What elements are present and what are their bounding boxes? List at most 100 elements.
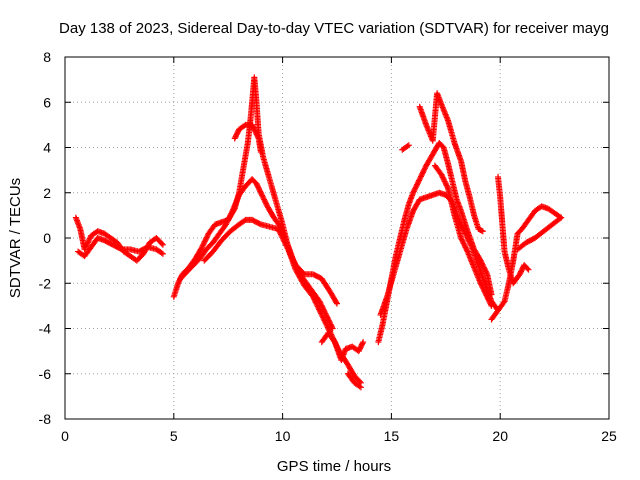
data-point (439, 173, 446, 180)
data-point (464, 235, 471, 242)
data-point (478, 282, 485, 289)
data-point (479, 284, 486, 291)
data-point (327, 320, 334, 327)
data-point (404, 143, 411, 150)
data-point (279, 234, 286, 241)
data-point (441, 178, 448, 185)
data-point (158, 249, 165, 256)
data-point (333, 299, 340, 306)
data-point (482, 268, 489, 275)
data-point (198, 245, 205, 252)
data-point (329, 325, 336, 332)
data-point (317, 299, 324, 306)
data-point (556, 215, 563, 222)
data-point (325, 317, 332, 324)
data-point (359, 340, 366, 347)
data-point (321, 307, 328, 314)
data-point (251, 127, 258, 134)
data-point (316, 298, 323, 305)
data-point (463, 245, 470, 252)
data-point (442, 179, 449, 186)
data-point (201, 239, 208, 246)
data-point (226, 214, 233, 221)
data-point (287, 251, 294, 258)
data-point (422, 163, 429, 170)
data-point (483, 269, 490, 276)
data-point (277, 231, 284, 238)
data-point (413, 182, 420, 189)
data-point (479, 228, 486, 235)
data-point (414, 180, 421, 187)
data-point (286, 249, 293, 256)
data-point (285, 248, 292, 255)
data-point (463, 233, 470, 240)
data-point (558, 214, 565, 221)
data-point (223, 220, 230, 227)
data-point (227, 211, 234, 218)
data-point (283, 244, 290, 251)
data-point (117, 245, 124, 252)
data-point (328, 322, 335, 329)
y-tick-label: 8 (43, 49, 51, 65)
data-point (459, 237, 466, 244)
data-point (275, 227, 282, 234)
data-point (251, 125, 258, 132)
data-point (487, 301, 494, 308)
data-point (289, 255, 296, 262)
data-point (467, 241, 474, 248)
data-point (203, 235, 210, 242)
data-point (255, 134, 262, 141)
data-point (443, 181, 450, 188)
data-point (420, 168, 427, 175)
data-point (482, 289, 489, 296)
data-point (260, 195, 267, 202)
data-point (461, 227, 468, 234)
data-point (458, 236, 465, 243)
data-point (252, 128, 259, 135)
data-point (84, 240, 91, 247)
data-point (320, 306, 327, 313)
data-point (241, 217, 248, 224)
x-axis-label: GPS time / hours (277, 458, 391, 475)
data-point (500, 299, 507, 306)
y-tick-label: -8 (39, 411, 52, 427)
data-point (249, 123, 256, 130)
data-point (224, 217, 231, 224)
data-point (412, 185, 419, 192)
data-point (468, 242, 475, 249)
data-point (254, 132, 261, 139)
data-point (458, 222, 465, 229)
data-point (256, 220, 263, 227)
data-point (480, 285, 487, 292)
data-point (279, 235, 286, 242)
data-point (285, 246, 292, 253)
y-tick-label: -4 (39, 321, 52, 337)
data-point (85, 238, 92, 245)
data-point (319, 303, 326, 310)
data-point (224, 218, 231, 225)
data-point (223, 221, 230, 228)
data-point (83, 242, 90, 249)
data-point (441, 177, 448, 184)
data-point (405, 142, 412, 149)
data-point (278, 232, 285, 239)
data-point (411, 187, 418, 194)
data-point (463, 231, 470, 238)
data-point (419, 170, 426, 177)
data-point (326, 318, 333, 325)
data-point (263, 200, 270, 207)
data-point (483, 292, 490, 299)
data-point (283, 242, 290, 249)
data-point (200, 241, 207, 248)
data-point (86, 235, 93, 242)
data-point (261, 197, 268, 204)
data-point (459, 225, 466, 232)
data-point (281, 238, 288, 245)
data-point (466, 238, 473, 245)
data-point (465, 237, 472, 244)
data-point (253, 131, 260, 138)
data-point (416, 177, 423, 184)
chart-title: Day 138 of 2023, Sidereal Day-to-day VTE… (59, 20, 609, 37)
data-point (282, 241, 289, 248)
